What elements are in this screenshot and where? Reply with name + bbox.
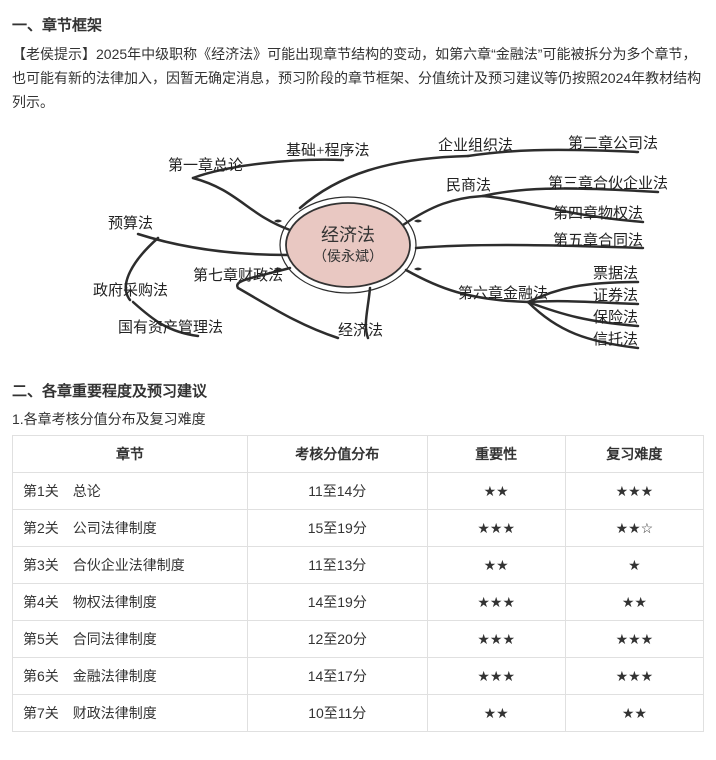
score-cell: 11至14分: [247, 473, 427, 510]
score-cell: 12至20分: [247, 621, 427, 658]
score-cell: 15至19分: [247, 510, 427, 547]
score-cell: 14至19分: [247, 584, 427, 621]
mindmap-branch-label: 第一章总论: [168, 156, 243, 174]
score-table: 章节考核分值分布重要性复习难度 第1关 总论11至14分★★★★★第2关 公司法…: [12, 435, 704, 732]
mindmap-branch-curve: [238, 288, 338, 338]
difficulty-cell: ★★: [565, 584, 703, 621]
difficulty-cell: ★★★: [565, 621, 703, 658]
table-row: 第7关 财政法律制度10至11分★★★★: [13, 695, 704, 732]
mindmap-svg: 经济法 （侯永斌） 第一章总论 基础+程序法 企业组织法 第二章公司法民商法 第三章合伙企…: [38, 120, 678, 370]
mindmap-leaf-icon: [274, 220, 282, 223]
score-cell: 11至13分: [247, 547, 427, 584]
mindmap-branch-curve: [193, 178, 290, 230]
mindmap-container: 经济法 （侯永斌） 第一章总论 基础+程序法 企业组织法 第二章公司法民商法 第三章合伙企…: [12, 120, 704, 370]
difficulty-cell: ★★☆: [565, 510, 703, 547]
section2-subline: 1.各章考核分值分布及复习难度: [12, 409, 704, 429]
mindmap-branch-label: 民商法: [446, 177, 491, 194]
table-header-cell: 重要性: [427, 436, 565, 473]
mindmap-branch-label: 企业组织法: [438, 136, 513, 154]
mindmap-leaf-icon: [414, 220, 422, 223]
mindmap-branch-curve: [138, 234, 288, 255]
table-row: 第4关 物权法律制度14至19分★★★★★: [13, 584, 704, 621]
difficulty-cell: ★★★: [565, 658, 703, 695]
table-row: 第3关 合伙企业法律制度11至13分★★★: [13, 547, 704, 584]
table-header-cell: 复习难度: [565, 436, 703, 473]
mindmap-center-ellipse: [286, 203, 410, 287]
mindmap-branch-label: 国有资产管理法: [118, 319, 223, 336]
difficulty-cell: ★★: [565, 695, 703, 732]
chapter-cell: 第6关 金融法律制度: [13, 658, 248, 695]
table-row: 第1关 总论11至14分★★★★★: [13, 473, 704, 510]
chapter-cell: 第5关 合同法律制度: [13, 621, 248, 658]
mindmap-leaf-icon: [414, 268, 422, 271]
table-header-cell: 章节: [13, 436, 248, 473]
importance-cell: ★★★: [427, 658, 565, 695]
section2-heading: 二、各章重要程度及预习建议: [12, 380, 704, 401]
difficulty-cell: ★: [565, 547, 703, 584]
mindmap-branch-label: 经济法: [338, 322, 383, 339]
mindmap-branch-label: 基础+程序法: [286, 142, 369, 159]
chapter-cell: 第1关 总论: [13, 473, 248, 510]
score-cell: 10至11分: [247, 695, 427, 732]
importance-cell: ★★★: [427, 621, 565, 658]
score-cell: 14至17分: [247, 658, 427, 695]
importance-cell: ★★: [427, 547, 565, 584]
table-row: 第5关 合同法律制度12至20分★★★★★★: [13, 621, 704, 658]
mindmap-branch-label: 保险法: [593, 309, 638, 326]
mindmap-center-label: （侯永斌）: [313, 249, 383, 265]
chapter-cell: 第2关 公司法律制度: [13, 510, 248, 547]
mindmap-center-label: 经济法: [321, 225, 375, 245]
mindmap-branch-label: 第三章合伙企业法: [548, 174, 668, 192]
mindmap-branch-label: 第二章公司法: [568, 134, 658, 152]
difficulty-cell: ★★★: [565, 473, 703, 510]
importance-cell: ★★★: [427, 584, 565, 621]
mindmap-branch-label: 第四章物权法: [553, 204, 643, 222]
section1-heading: 一、章节框架: [12, 14, 704, 35]
chapter-cell: 第3关 合伙企业法律制度: [13, 547, 248, 584]
importance-cell: ★★: [427, 695, 565, 732]
chapter-cell: 第4关 物权法律制度: [13, 584, 248, 621]
mindmap-branch-label: 第六章金融法: [458, 284, 548, 302]
mindmap-branch-label: 预算法: [108, 214, 153, 232]
mindmap-branch-label: 政府采购法: [93, 282, 168, 299]
importance-cell: ★★★: [427, 510, 565, 547]
table-row: 第6关 金融法律制度14至17分★★★★★★: [13, 658, 704, 695]
table-header-cell: 考核分值分布: [247, 436, 427, 473]
section1-tip: 【老侯提示】2025年中级职称《经济法》可能出现章节结构的变动，如第六章“金融法…: [12, 43, 704, 114]
importance-cell: ★★: [427, 473, 565, 510]
mindmap-branch-label: 票据法: [593, 265, 638, 282]
mindmap-branch-label: 第五章合同法: [553, 231, 643, 249]
chapter-cell: 第7关 财政法律制度: [13, 695, 248, 732]
mindmap-branch-label: 信托法: [593, 331, 638, 348]
mindmap-branch-label: 证券法: [593, 287, 638, 304]
mindmap-branch-label: 第七章财政法: [193, 266, 283, 284]
table-row: 第2关 公司法律制度15至19分★★★★★☆: [13, 510, 704, 547]
